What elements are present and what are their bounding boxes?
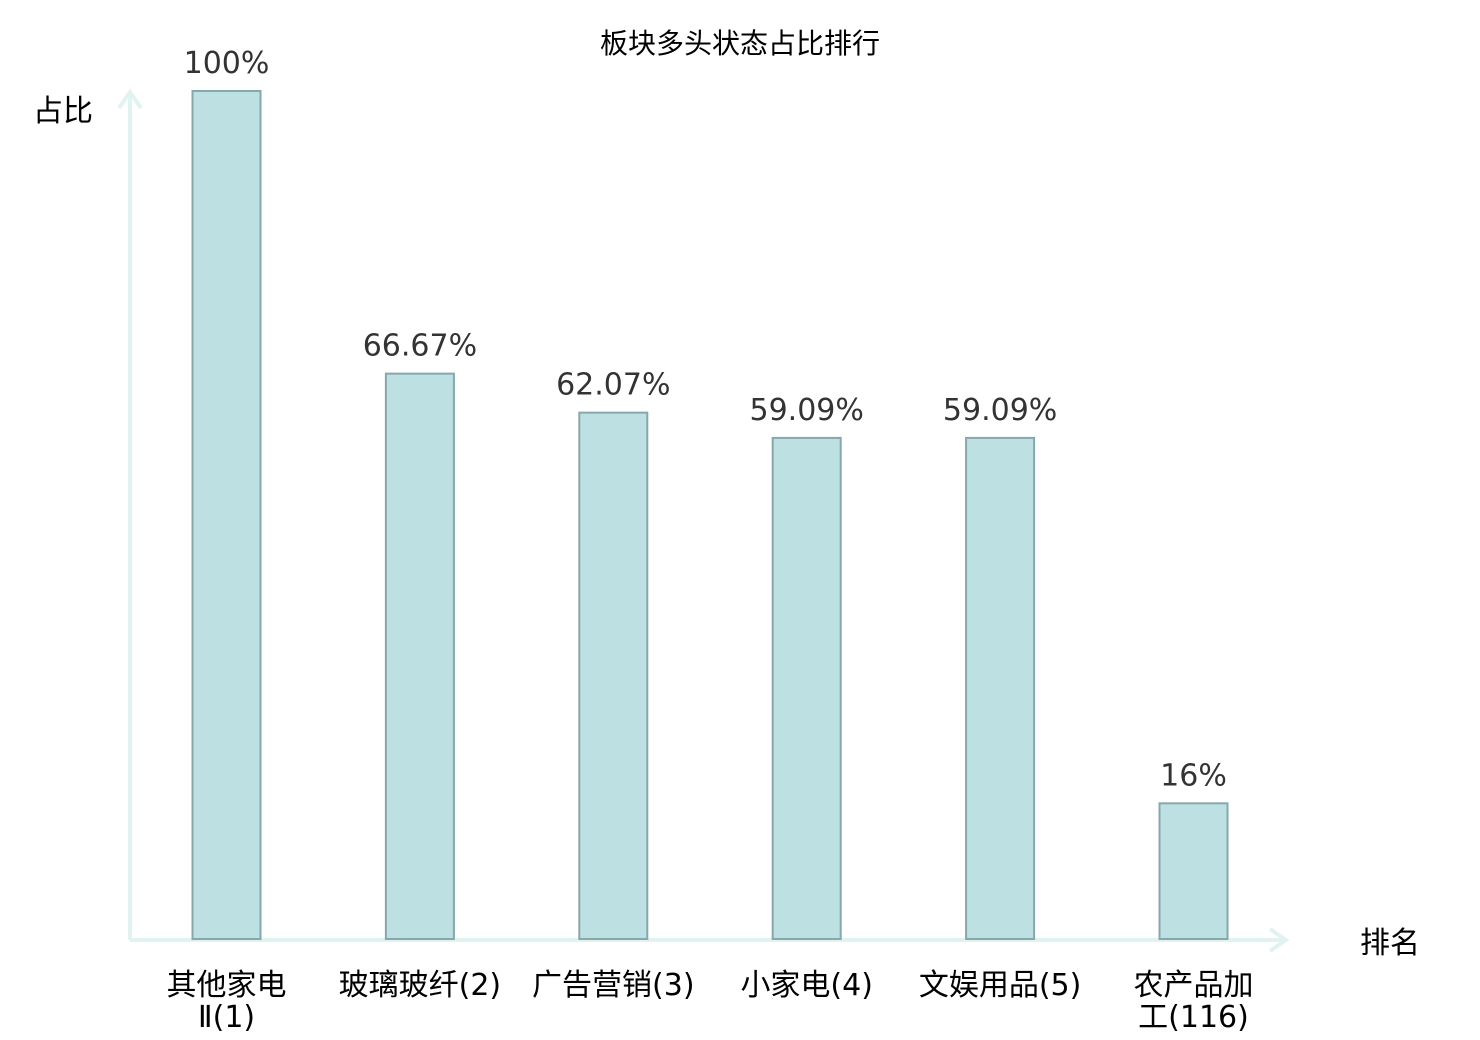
x-axis-label: 排名 [1360, 926, 1420, 961]
category-label: 文娱用品(5) [919, 968, 1082, 1003]
bar [578, 411, 649, 940]
bar-value-label: 100% [184, 46, 270, 81]
bar-value-label: 59.09% [750, 393, 864, 428]
x-axis-arrow-icon [1268, 927, 1290, 953]
category-label-line: 文娱用品(5) [919, 968, 1082, 1003]
category-label-line: 其他家电 [167, 968, 287, 1003]
bar-value-label: 59.09% [943, 393, 1057, 428]
category-label-line: 小家电(4) [740, 968, 873, 1003]
category-label-line: Ⅱ(1) [198, 1000, 255, 1035]
bar [384, 372, 455, 940]
bar [771, 436, 842, 940]
y-axis-arrow-icon [117, 88, 143, 110]
bar-value-label: 62.07% [556, 368, 670, 403]
bar-value-label: 16% [1160, 758, 1227, 793]
bar [191, 90, 262, 940]
chart-title: 板块多头状态占比排行 [600, 27, 880, 60]
category-label-line: 工(116) [1138, 1000, 1249, 1035]
category-label: 广告营销(3) [532, 968, 695, 1003]
category-labels: 其他家电 Ⅱ(1) 玻璃玻纤(2) 广告营销(3) 小家电(4) 文娱用品(5) 农产品加工… [167, 968, 1254, 1035]
value-labels: 100% 66.67% 62.07% 59.09% 59.09% 16% [184, 46, 1227, 793]
category-label-line: 玻璃玻纤(2) [339, 968, 502, 1003]
category-label: 其他家电 Ⅱ(1) [167, 968, 287, 1035]
axes [117, 88, 1290, 953]
bar-series [191, 90, 1229, 940]
category-label-line: 广告营销(3) [532, 968, 695, 1003]
category-label: 农产品加工(116) [1134, 968, 1254, 1035]
bar [1158, 802, 1229, 940]
bar-value-label: 66.67% [363, 329, 477, 364]
category-label: 玻璃玻纤(2) [339, 968, 502, 1003]
y-axis-label: 占比 [33, 94, 93, 129]
bar [965, 436, 1036, 940]
category-label: 小家电(4) [740, 968, 873, 1003]
category-label-line: 农产品加 [1134, 968, 1254, 1003]
